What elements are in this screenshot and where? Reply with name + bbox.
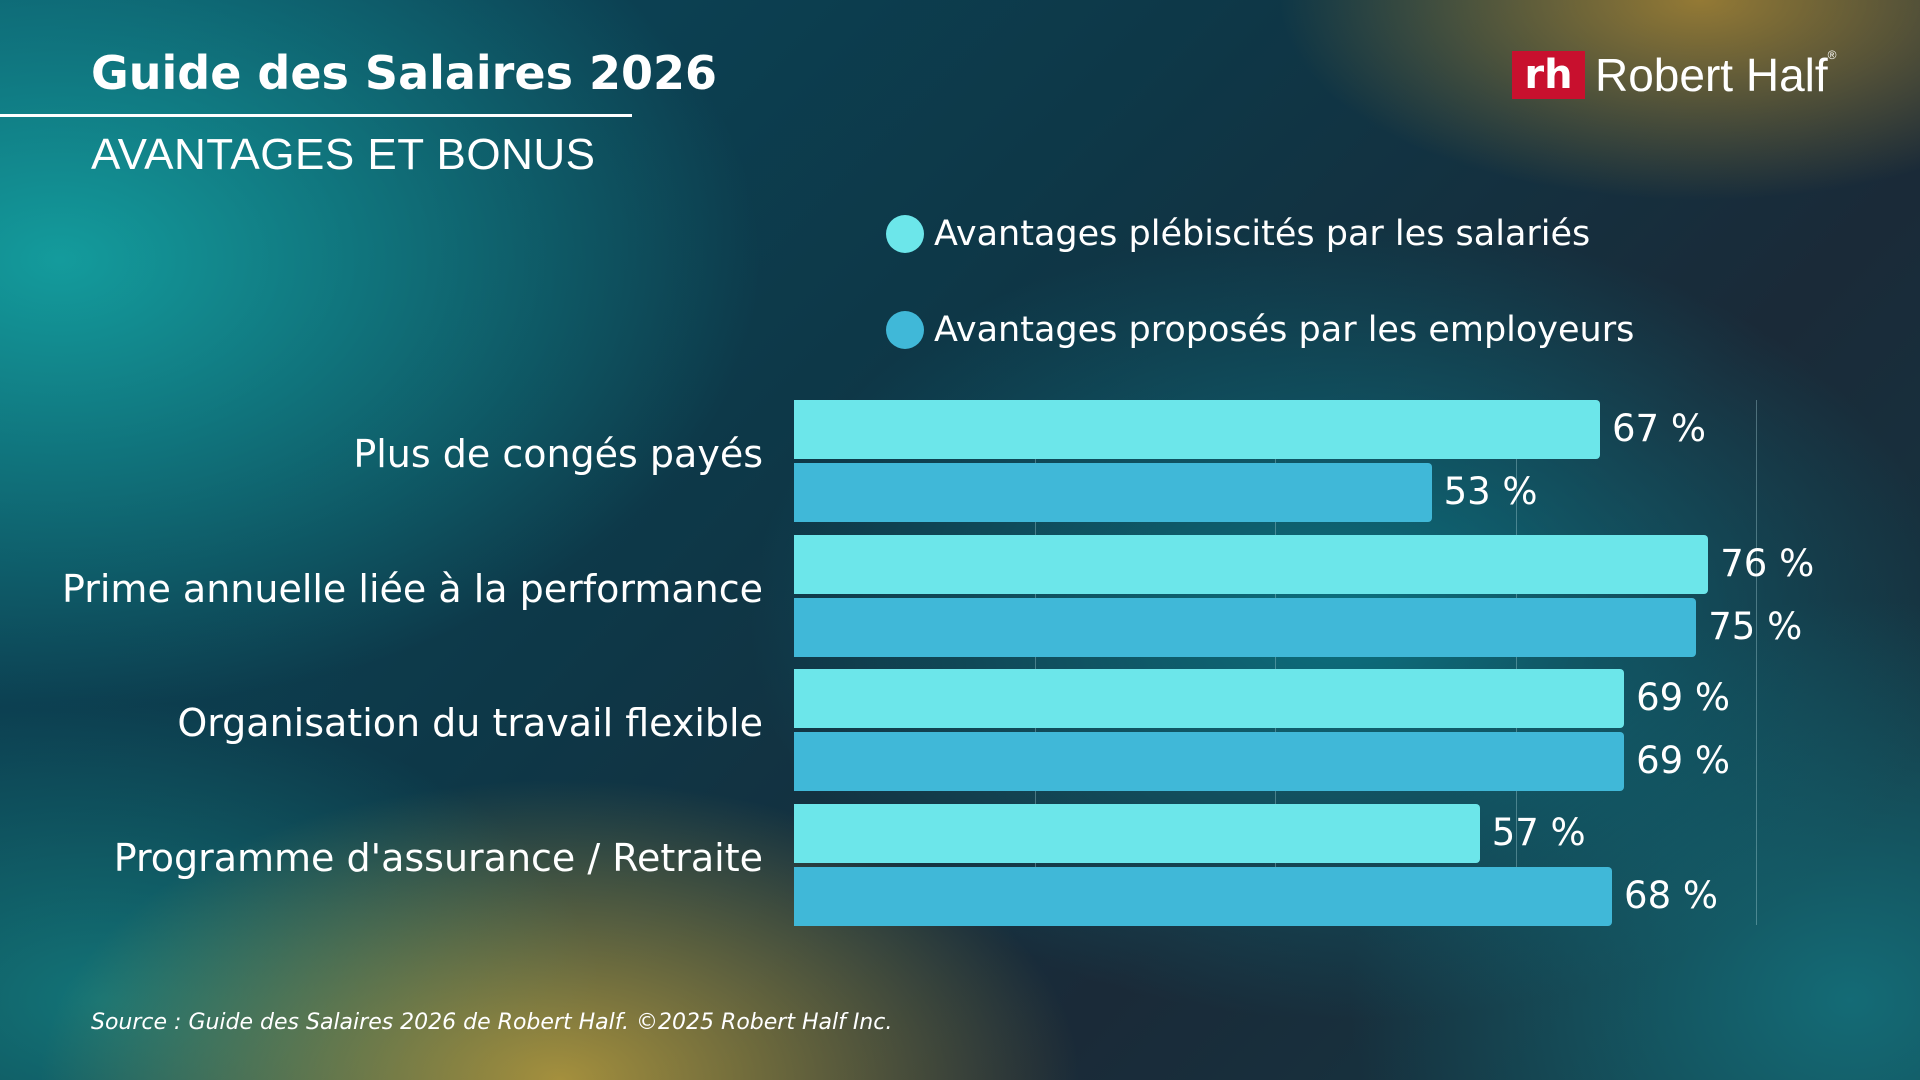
bar (794, 534, 1709, 594)
data-label: 69 % (1636, 739, 1731, 783)
data-label: 69 % (1636, 676, 1731, 720)
bar (794, 400, 1600, 459)
legend-item-employers: Avantages proposés par les employeurs (886, 310, 1634, 350)
source-note: Source : Guide des Salaires 2026 de Robe… (91, 1010, 893, 1035)
category-label: Plus de congés payés (353, 432, 763, 476)
gridline (1275, 400, 1277, 925)
legend-item-employees: Avantages plébiscités par les salariés (886, 214, 1590, 254)
bar (794, 669, 1625, 729)
page-title: Guide des Salaires 2026 (91, 46, 717, 100)
gridline (1756, 400, 1758, 925)
bar (794, 463, 1432, 522)
category-label: Programme d'assurance / Retraite (113, 836, 763, 881)
legend-dot (886, 215, 924, 253)
legend-label: Avantages proposés par les employeurs (934, 310, 1635, 350)
gridline (1515, 400, 1517, 925)
data-label: 75 % (1708, 604, 1803, 648)
data-label: 53 % (1443, 470, 1538, 513)
gridline (1034, 400, 1036, 925)
data-label: 76 % (1720, 541, 1815, 585)
logo-name: Robert Half (1595, 49, 1828, 101)
bar (794, 732, 1625, 792)
category-label: Prime annuelle liée à la performance (62, 566, 763, 611)
title-divider (0, 114, 632, 117)
category-label: Organisation du travail flexible (177, 701, 763, 746)
bar (794, 804, 1480, 864)
registered-mark: ® (1827, 48, 1837, 62)
page-subtitle: AVANTAGES ET BONUS (91, 130, 596, 179)
robert-half-logo: rh Robert Half® (1512, 48, 1837, 102)
data-label: 57 % (1491, 811, 1586, 855)
data-label: 68 % (1624, 874, 1719, 918)
bar (794, 597, 1697, 657)
legend-label: Avantages plébiscités par les salariés (934, 214, 1591, 254)
rh-logo-mark: rh (1512, 51, 1585, 99)
bar (794, 867, 1613, 927)
legend-dot (886, 311, 924, 349)
data-label: 67 % (1612, 407, 1706, 450)
logo-wordmark: Robert Half® (1595, 48, 1837, 102)
